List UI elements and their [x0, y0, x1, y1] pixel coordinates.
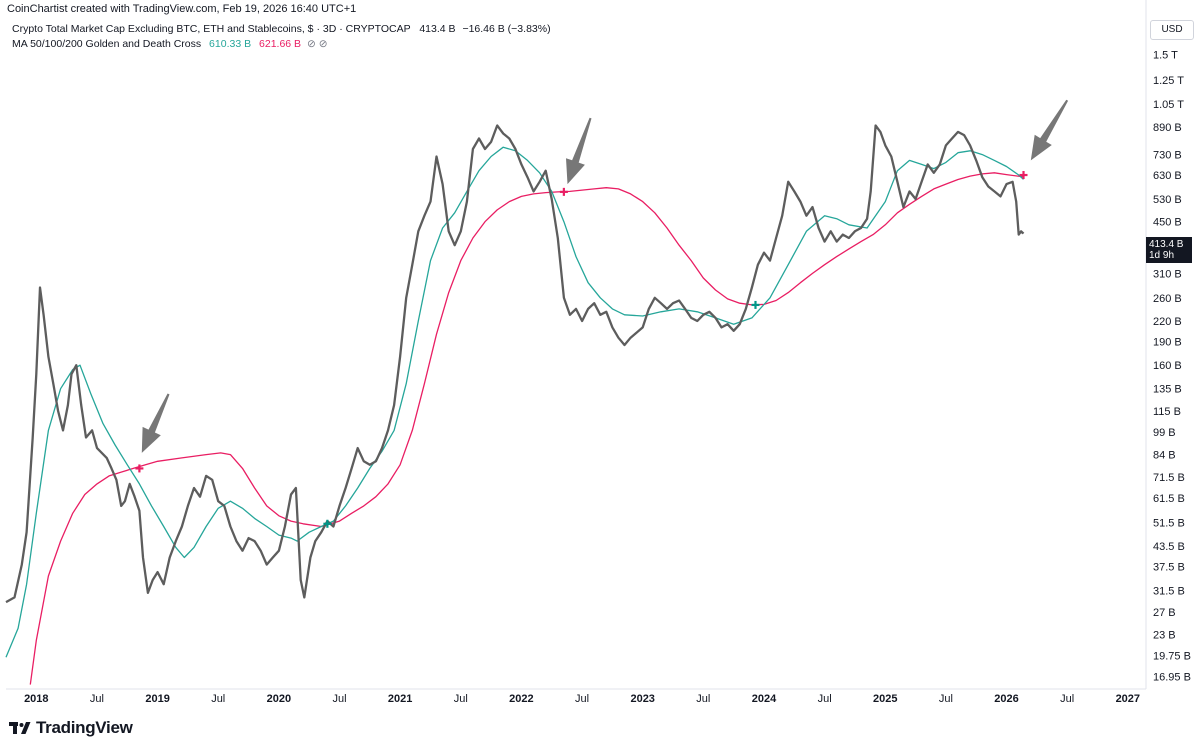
price-tick-label: 730 B — [1153, 150, 1182, 162]
price-tick-label: 890 B — [1153, 122, 1182, 134]
ma-fast-line — [5, 146, 1024, 658]
time-tick-label: Jul — [454, 693, 468, 705]
tradingview-logo[interactable]: TradingView — [9, 718, 133, 738]
time-tick-label: 2024 — [752, 693, 777, 705]
price-tick-label: 260 B — [1153, 293, 1182, 305]
price-tag-countdown: 1d 9h — [1149, 250, 1175, 261]
time-tick-label: Jul — [90, 693, 104, 705]
ma-fast-value: 610.33 B — [209, 38, 252, 50]
time-tick-label: 2022 — [509, 693, 533, 705]
current-price-tag: 413.4 B 1d 9h — [1146, 237, 1192, 263]
price-tick-label: 450 B — [1153, 217, 1182, 229]
last-price: 413.4 B — [419, 23, 456, 35]
price-tick-label: 1.25 T — [1153, 75, 1184, 87]
currency-selector[interactable]: USD — [1150, 20, 1194, 40]
time-tick-label: Jul — [818, 693, 832, 705]
price-tick-label: 61.5 B — [1153, 493, 1185, 505]
tradingview-logo-icon — [9, 722, 31, 734]
price-axis[interactable]: 16.95 B 19.75 B 23 B 27 B 31.5 B 37.5 B 43.5 B… — [1153, 24, 1191, 683]
chart-credit: CoinChartist created with TradingView.co… — [7, 3, 357, 15]
price-tick-label: 27 B — [1153, 607, 1176, 619]
time-tick-label: Jul — [575, 693, 589, 705]
price-chart[interactable]: 16.95 B 19.75 B 23 B 27 B 31.5 B 37.5 B 43.5 B… — [0, 0, 1200, 716]
price-tick-label: 310 B — [1153, 268, 1182, 280]
price-tick-label: 37.5 B — [1153, 561, 1185, 573]
price-tick-label: 530 B — [1153, 194, 1182, 206]
price-line — [5, 124, 1025, 604]
price-tick-label: 19.75 B — [1153, 650, 1191, 662]
time-axis[interactable]: 2018 Jul 2019 Jul 2020 Jul 2021 Jul 2022 Jul 2023 J… — [24, 693, 1140, 705]
time-tick-label: Jul — [211, 693, 225, 705]
death-cross-marker — [135, 464, 144, 473]
time-tick-label: 2019 — [145, 693, 169, 705]
time-tick-label: 2023 — [630, 693, 654, 705]
price-tick-label: 31.5 B — [1153, 586, 1185, 598]
time-tick-label: 2027 — [1116, 693, 1140, 705]
time-tick-label: Jul — [696, 693, 710, 705]
death-cross-marker — [1019, 171, 1028, 180]
price-tick-label: 630 B — [1153, 170, 1182, 182]
footer — [0, 716, 1200, 747]
death-cross-marker — [559, 187, 568, 196]
time-tick-label: 2018 — [24, 693, 48, 705]
time-tick-label: 2026 — [994, 693, 1018, 705]
price-tick-label: 1.05 T — [1153, 99, 1184, 111]
tradingview-brand: TradingView — [36, 718, 133, 737]
time-tick-label: Jul — [332, 693, 346, 705]
price-tick-label: 160 B — [1153, 360, 1182, 372]
annotation-arrows — [141, 99, 1069, 453]
price-change: −16.46 B (−3.83%) — [462, 23, 551, 35]
ma-slow-line — [29, 172, 1024, 685]
cross-markers — [135, 171, 1028, 528]
price-tick-label: 71.5 B — [1153, 472, 1185, 484]
time-tick-label: 2020 — [267, 693, 291, 705]
indicator-title[interactable]: MA 50/100/200 Golden and Death Cross — [12, 38, 202, 50]
price-tick-label: 220 B — [1153, 316, 1182, 328]
indicator-line[interactable]: MA 50/100/200 Golden and Death Cross 610… — [12, 37, 551, 52]
golden-cross-marker — [323, 519, 332, 528]
price-tick-label: 1.5 T — [1153, 50, 1178, 62]
annotation-arrow — [1030, 99, 1069, 161]
price-tick-label: 43.5 B — [1153, 541, 1185, 553]
price-tick-label: 16.95 B — [1153, 672, 1191, 684]
price-tick-label: 135 B — [1153, 384, 1182, 396]
time-tick-label: Jul — [939, 693, 953, 705]
price-tick-label: 115 B — [1153, 406, 1181, 418]
annotation-arrow — [566, 117, 592, 185]
chart-legend: Crypto Total Market Cap Excluding BTC, E… — [12, 22, 551, 52]
annotation-arrow — [141, 393, 170, 453]
time-tick-label: Jul — [1060, 693, 1074, 705]
golden-cross-marker — [751, 300, 760, 309]
visibility-icons[interactable]: ⊘ ⊘ — [306, 38, 328, 50]
price-tick-label: 190 B — [1153, 336, 1182, 348]
price-tick-label: 84 B — [1153, 450, 1176, 462]
price-tick-label: 99 B — [1153, 427, 1176, 439]
price-tick-label: 51.5 B — [1153, 517, 1185, 529]
series-layer — [5, 124, 1025, 685]
time-tick-label: 2025 — [873, 693, 897, 705]
symbol-title[interactable]: Crypto Total Market Cap Excluding BTC, E… — [12, 23, 411, 35]
time-tick-label: 2021 — [388, 693, 412, 705]
ma-slow-value: 621.66 B — [259, 38, 302, 50]
symbol-line[interactable]: Crypto Total Market Cap Excluding BTC, E… — [12, 22, 551, 37]
price-tag-value: 413.4 B — [1149, 239, 1184, 250]
price-tick-label: 23 B — [1153, 629, 1176, 641]
